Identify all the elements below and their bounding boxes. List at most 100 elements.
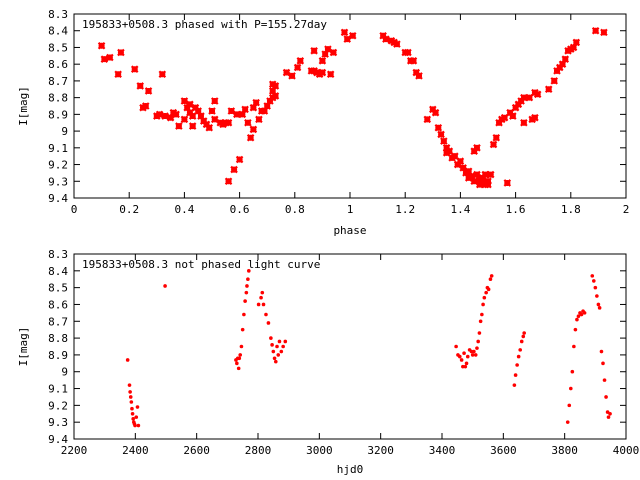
y-tick-label: 9.3 — [48, 416, 68, 429]
y-tick-label: 8.4 — [48, 25, 68, 38]
data-point — [238, 353, 243, 357]
data-point — [440, 137, 448, 145]
data-point — [482, 295, 487, 300]
data-point — [445, 147, 454, 155]
data-point — [235, 155, 244, 164]
data-point — [244, 118, 252, 127]
data-point — [172, 110, 180, 119]
y-tick-label: 9.3 — [48, 175, 68, 188]
data-point — [136, 82, 145, 90]
data-point — [279, 349, 284, 354]
data-point — [128, 390, 132, 394]
data-point — [484, 177, 492, 186]
data-point — [135, 405, 140, 409]
data-point — [243, 299, 247, 303]
data-point — [478, 319, 483, 324]
x-tick-label: 2200 — [61, 444, 88, 457]
data-point — [477, 331, 482, 335]
data-point — [199, 117, 208, 125]
x-axis-title: phase — [333, 224, 366, 237]
data-point — [522, 331, 526, 335]
data-point — [521, 334, 526, 339]
data-point — [240, 327, 245, 332]
data-point — [486, 170, 495, 179]
data-point — [266, 321, 271, 325]
data-point — [457, 354, 462, 359]
data-point — [263, 102, 271, 110]
data-point — [271, 349, 276, 354]
data-point — [513, 373, 518, 377]
data-point — [492, 134, 501, 142]
data-point — [569, 386, 573, 391]
x-tick-label: 2 — [623, 203, 630, 216]
data-point — [131, 417, 135, 421]
x-tick-label: 2400 — [122, 444, 149, 457]
x-tick-label: 0.2 — [119, 203, 139, 216]
x-tick-label: 0 — [71, 203, 78, 216]
data-point — [224, 118, 233, 127]
data-point — [100, 55, 109, 63]
data-point — [464, 167, 473, 176]
data-point — [127, 383, 132, 387]
x-tick-label: 2800 — [245, 444, 272, 457]
x-tick-label: 3000 — [306, 444, 333, 457]
y-tick-label: 8.9 — [48, 108, 68, 121]
data-point — [260, 107, 269, 115]
y-tick-label: 8.5 — [48, 282, 68, 295]
data-point — [208, 107, 216, 115]
data-point — [565, 420, 570, 424]
x-tick-label: 3200 — [367, 444, 394, 457]
data-point — [261, 302, 266, 307]
data-point — [595, 294, 599, 298]
data-point — [608, 411, 612, 416]
data-point — [266, 97, 274, 105]
y-tick-label: 9.1 — [48, 142, 68, 155]
data-point — [602, 378, 607, 382]
data-point — [186, 100, 194, 109]
data-point — [246, 277, 250, 282]
data-point — [531, 113, 539, 122]
data-point — [520, 118, 528, 127]
data-point — [255, 115, 263, 124]
y-tick-label: 9.4 — [48, 433, 68, 446]
data-point — [202, 120, 211, 129]
data-point — [242, 312, 246, 317]
data-point — [600, 28, 608, 37]
data-point — [175, 122, 183, 130]
y-tick-label: 9.4 — [48, 192, 68, 205]
x-tick-label: 0.4 — [174, 203, 194, 216]
data-point — [134, 415, 139, 419]
x-tick-label: 2600 — [183, 444, 210, 457]
data-point — [484, 180, 492, 189]
x-tick-label: 3400 — [429, 444, 456, 457]
data-point — [269, 336, 273, 340]
x-tick-label: 0.8 — [285, 203, 305, 216]
panel-title: 195833+0508.3 phased with P=155.27day — [82, 18, 327, 31]
data-point — [601, 361, 605, 366]
data-point — [511, 103, 520, 112]
y-tick-label: 9.1 — [48, 383, 68, 396]
data-point — [210, 115, 219, 124]
data-point — [512, 383, 517, 387]
data-point — [579, 312, 584, 317]
unphased-light-curve-panel: 2200 2400 2600 2800 3000 3200 3400 3600 3800 4000… — [17, 248, 639, 476]
data-point — [326, 70, 335, 78]
data-point — [293, 63, 302, 72]
data-point — [509, 112, 517, 120]
data-point — [155, 110, 164, 119]
data-point — [210, 97, 219, 105]
data-point — [393, 40, 401, 48]
data-point — [321, 50, 329, 58]
y-tick-label: 8.3 — [48, 248, 68, 261]
data-point — [191, 103, 200, 112]
data-point — [599, 349, 604, 354]
data-point — [476, 339, 480, 344]
y-axis-title: I[mag] — [17, 86, 30, 126]
data-point — [500, 113, 509, 122]
data-point — [516, 354, 521, 359]
data-point — [517, 97, 525, 105]
data-point — [256, 302, 261, 307]
data-point — [163, 284, 167, 288]
data-point — [582, 311, 587, 315]
data-point — [553, 67, 561, 75]
